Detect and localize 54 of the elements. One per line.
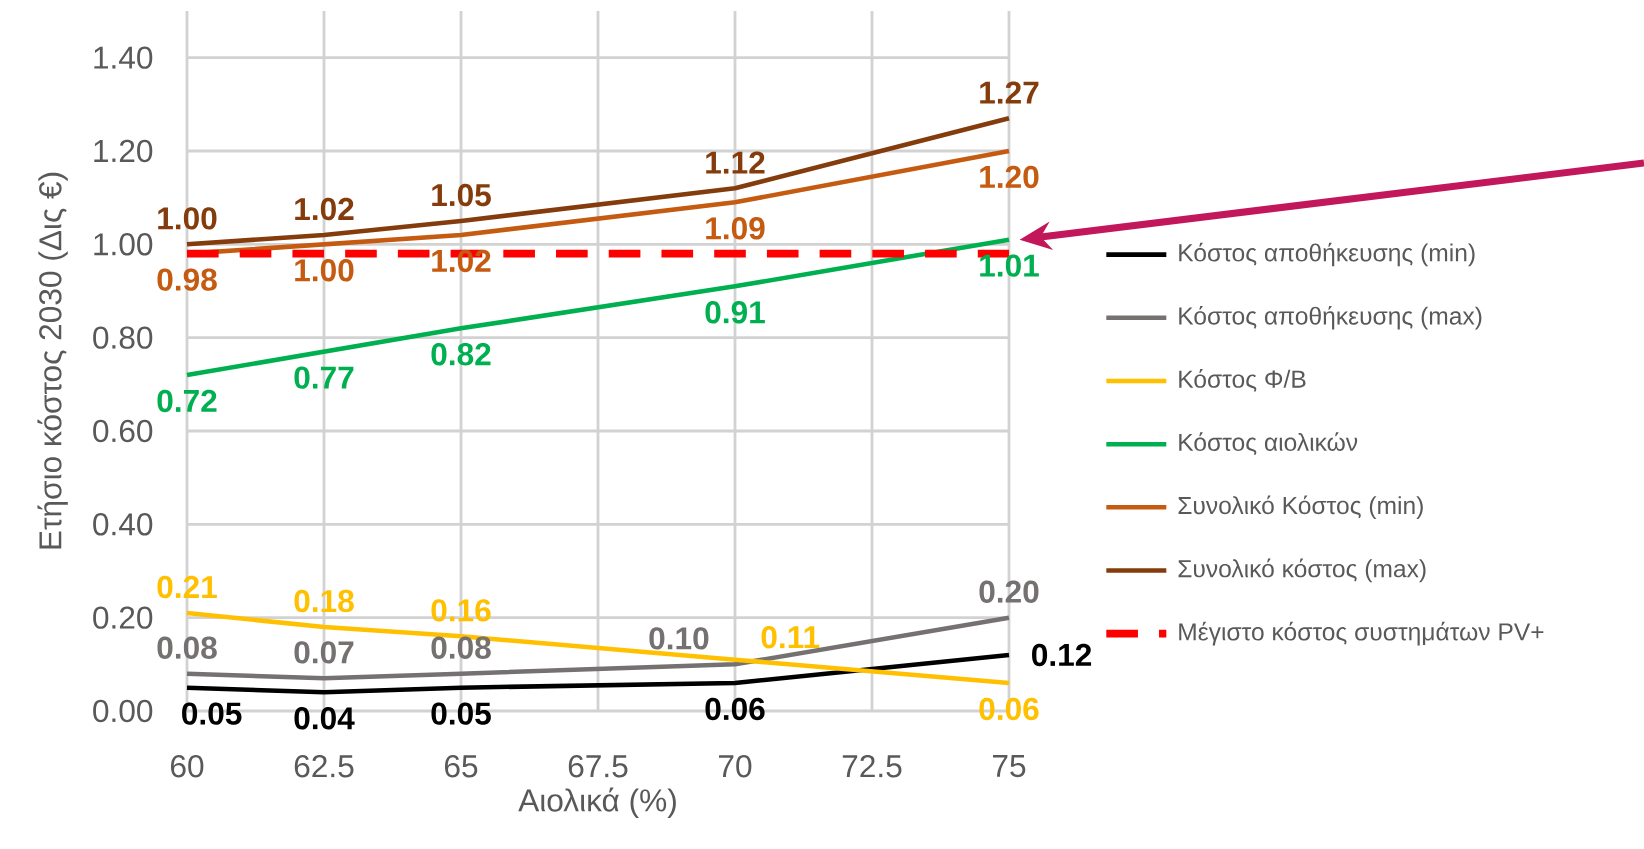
y-tick-label: 1.40 [94, 46, 153, 69]
legend-label: Κόστος αποθήκευσης (min) [1179, 242, 1475, 267]
y-tick-label: 0.40 [93, 513, 153, 536]
data-label: 0.08 [431, 636, 491, 659]
data-label: 0.06 [705, 697, 765, 721]
x-tick-label: 72.5 [842, 755, 902, 778]
data-label: 0.11 [761, 625, 820, 649]
y-axis-title: Ετήσιο κόστος 2030 (Δις €) [37, 172, 68, 549]
data-label: 0.21 [157, 575, 217, 599]
data-label: 0.82 [431, 343, 491, 366]
legend-label: Κόστος αιολικών [1179, 432, 1358, 456]
data-label: 0.72 [157, 389, 217, 413]
y-tick-label: 1.20 [94, 139, 153, 163]
data-label: 0.04 [294, 707, 355, 730]
data-label: 1.09 [706, 217, 765, 240]
data-label: 1.12 [706, 151, 765, 174]
x-tick-label: 65 [445, 755, 478, 778]
data-label: 1.02 [295, 197, 354, 221]
data-label: 0.18 [294, 589, 354, 613]
legend-label: Συνολικό Κόστος (min) [1178, 495, 1423, 520]
data-label: 0.91 [705, 301, 765, 324]
data-label: 0.08 [157, 636, 217, 659]
data-label: 0.07 [294, 641, 354, 664]
data-label: 0.05 [431, 702, 491, 725]
data-label: 1.27 [980, 81, 1039, 104]
data-label: 1.05 [432, 183, 491, 207]
data-label: 0.10 [649, 627, 709, 650]
data-label: 1.00 [295, 259, 354, 282]
y-tick-label: 0.60 [93, 419, 153, 443]
data-label: 0.05 [182, 702, 242, 725]
legend-label: Συνολικό κόστος (max) [1178, 558, 1426, 583]
data-label: 0.12 [1032, 643, 1092, 667]
x-tick-label: 70 [719, 755, 752, 778]
x-axis-title: Αιολικά (%) [518, 787, 676, 818]
x-tick-label: 60 [171, 755, 204, 778]
data-label: 1.00 [158, 207, 217, 230]
legend-label: Κόστος Φ/Β [1179, 369, 1306, 392]
x-tick-label: 62.5 [294, 755, 354, 778]
legend-label: Κόστος αποθήκευσης (max) [1179, 305, 1482, 330]
data-label: 0.16 [431, 599, 491, 622]
x-tick-label: 67.5 [568, 755, 628, 778]
data-label: 1.02 [432, 249, 491, 273]
data-label: 0.06 [979, 697, 1039, 721]
y-tick-label: 1.00 [94, 233, 153, 256]
data-label: 1.01 [980, 254, 1039, 277]
legend-label: Μέγιστο κόστος συστημάτων PV+ [1179, 621, 1544, 646]
y-tick-label: 0.80 [93, 326, 153, 349]
y-tick-label: 0.20 [93, 606, 153, 629]
x-tick-label: 75 [993, 755, 1026, 778]
data-label: 0.20 [979, 580, 1039, 603]
y-tick-label: 0.00 [93, 699, 153, 723]
data-label: 0.98 [157, 268, 217, 291]
data-label: 1.20 [980, 165, 1039, 189]
data-label: 0.77 [294, 366, 354, 389]
